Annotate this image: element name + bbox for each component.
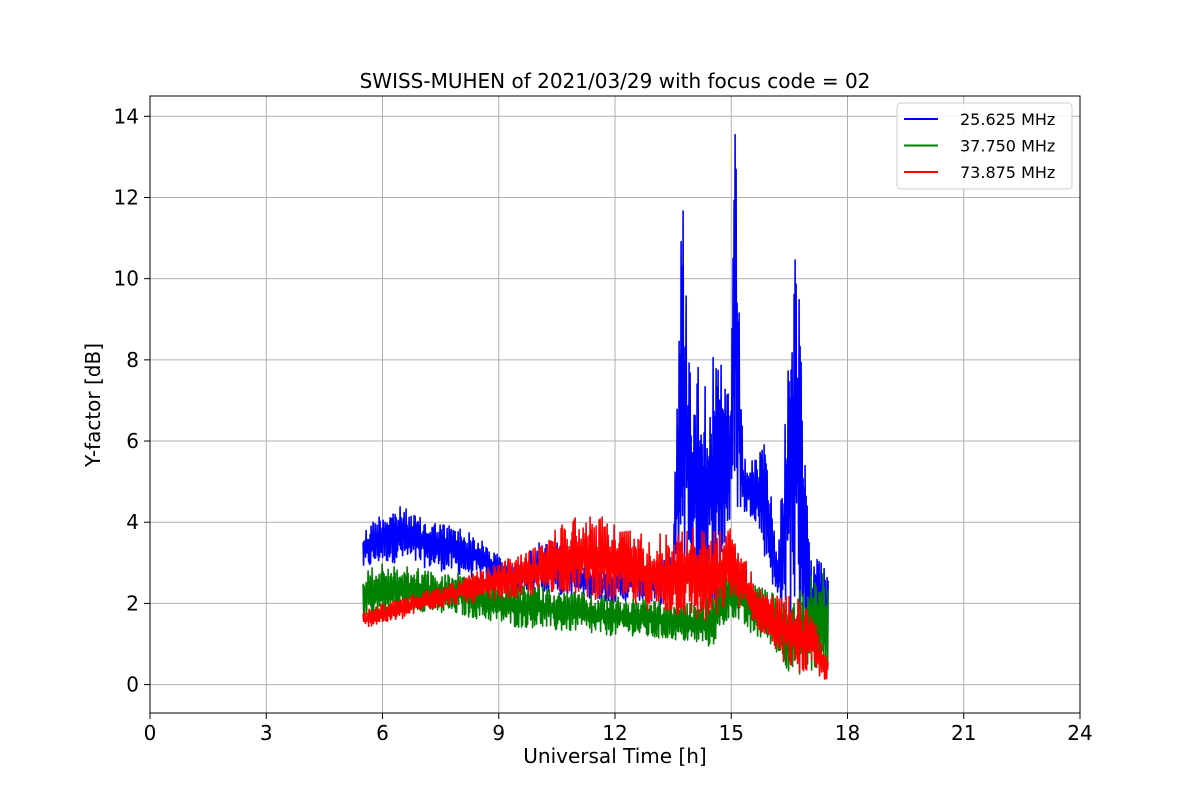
y-tick-label: 6 <box>126 429 139 453</box>
series-layer <box>362 133 829 680</box>
y-axis-label: Y-factor [dB] <box>81 343 105 468</box>
y-tick-label: 10 <box>114 267 139 291</box>
legend-label: 73.875 MHz <box>960 163 1055 182</box>
legend-label: 25.625 MHz <box>960 110 1055 129</box>
x-axis-ticks: 0 3 6 9 12 15 18 21 24 <box>144 713 1093 745</box>
x-tick-label: 6 <box>376 721 389 745</box>
x-tick-label: 0 <box>144 721 157 745</box>
x-tick-label: 9 <box>492 721 505 745</box>
legend-label: 37.750 MHz <box>960 137 1055 156</box>
legend-box <box>896 102 1073 190</box>
x-tick-label: 3 <box>260 721 273 745</box>
chart-title: SWISS-MUHEN of 2021/03/29 with focus cod… <box>360 69 871 93</box>
x-tick-label: 21 <box>951 721 976 745</box>
x-tick-label: 24 <box>1067 721 1092 745</box>
y-tick-label: 8 <box>126 348 139 372</box>
x-tick-label: 18 <box>835 721 860 745</box>
y-axis-ticks: 0 2 4 6 8 10 12 14 <box>114 104 150 697</box>
y-tick-label: 2 <box>126 591 139 615</box>
y-tick-label: 14 <box>114 104 139 128</box>
y-tick-label: 4 <box>126 510 139 534</box>
x-tick-label: 12 <box>602 721 627 745</box>
series-line-3 <box>362 516 829 680</box>
legend: 25.625 MHz 37.750 MHz 73.875 MHz <box>896 102 1073 190</box>
y-tick-label: 0 <box>126 673 139 697</box>
x-tick-label: 15 <box>719 721 744 745</box>
y-tick-label: 12 <box>114 185 139 209</box>
x-axis-label: Universal Time [h] <box>523 744 706 768</box>
